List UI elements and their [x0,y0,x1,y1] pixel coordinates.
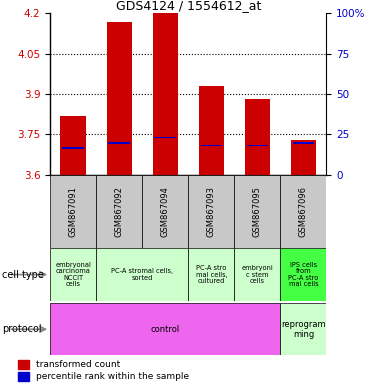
Bar [50,175,96,248]
Bar [198,86,224,175]
Bar [245,99,270,175]
Bar [19,360,29,369]
Bar [291,140,316,175]
Text: reprogram
ming: reprogram ming [281,319,326,339]
Bar [142,175,188,248]
Bar [234,175,280,248]
Bar [188,248,234,301]
Text: percentile rank within the sample: percentile rank within the sample [36,372,189,381]
Bar [96,175,142,248]
Bar [96,248,188,301]
Bar [280,175,326,248]
Text: GSM867096: GSM867096 [299,186,308,237]
Text: PC-A stro
mal cells,
cultured: PC-A stro mal cells, cultured [196,265,227,284]
Text: GSM867093: GSM867093 [207,186,216,237]
Bar [60,116,86,175]
Bar [293,142,314,144]
Bar [234,248,280,301]
Text: GSM867095: GSM867095 [253,186,262,237]
Text: protocol: protocol [2,324,42,334]
Text: IPS cells
from
PC-A stro
mal cells: IPS cells from PC-A stro mal cells [288,262,319,287]
Bar [280,303,326,355]
Text: GSM867094: GSM867094 [161,186,170,237]
Bar [247,145,268,146]
Bar [50,303,280,355]
Text: GSM867092: GSM867092 [115,186,124,237]
Bar [188,175,234,248]
Bar [62,147,84,149]
Bar [19,372,29,381]
Text: control: control [151,325,180,334]
Bar [106,22,132,175]
Bar [280,248,326,301]
Text: PC-A stromal cells,
sorted: PC-A stromal cells, sorted [111,268,173,281]
Bar [108,142,130,144]
Bar [152,13,178,175]
Bar [154,137,176,139]
Text: GSM867091: GSM867091 [69,186,78,237]
Text: embryoni
c stem
cells: embryoni c stem cells [242,265,273,284]
Title: GDS4124 / 1554612_at: GDS4124 / 1554612_at [116,0,261,12]
Bar [201,145,222,146]
Text: transformed count: transformed count [36,360,121,369]
Text: embryonal
carcinoma
NCCIT
cells: embryonal carcinoma NCCIT cells [55,262,91,287]
Text: cell type: cell type [2,270,44,280]
Bar [50,248,96,301]
